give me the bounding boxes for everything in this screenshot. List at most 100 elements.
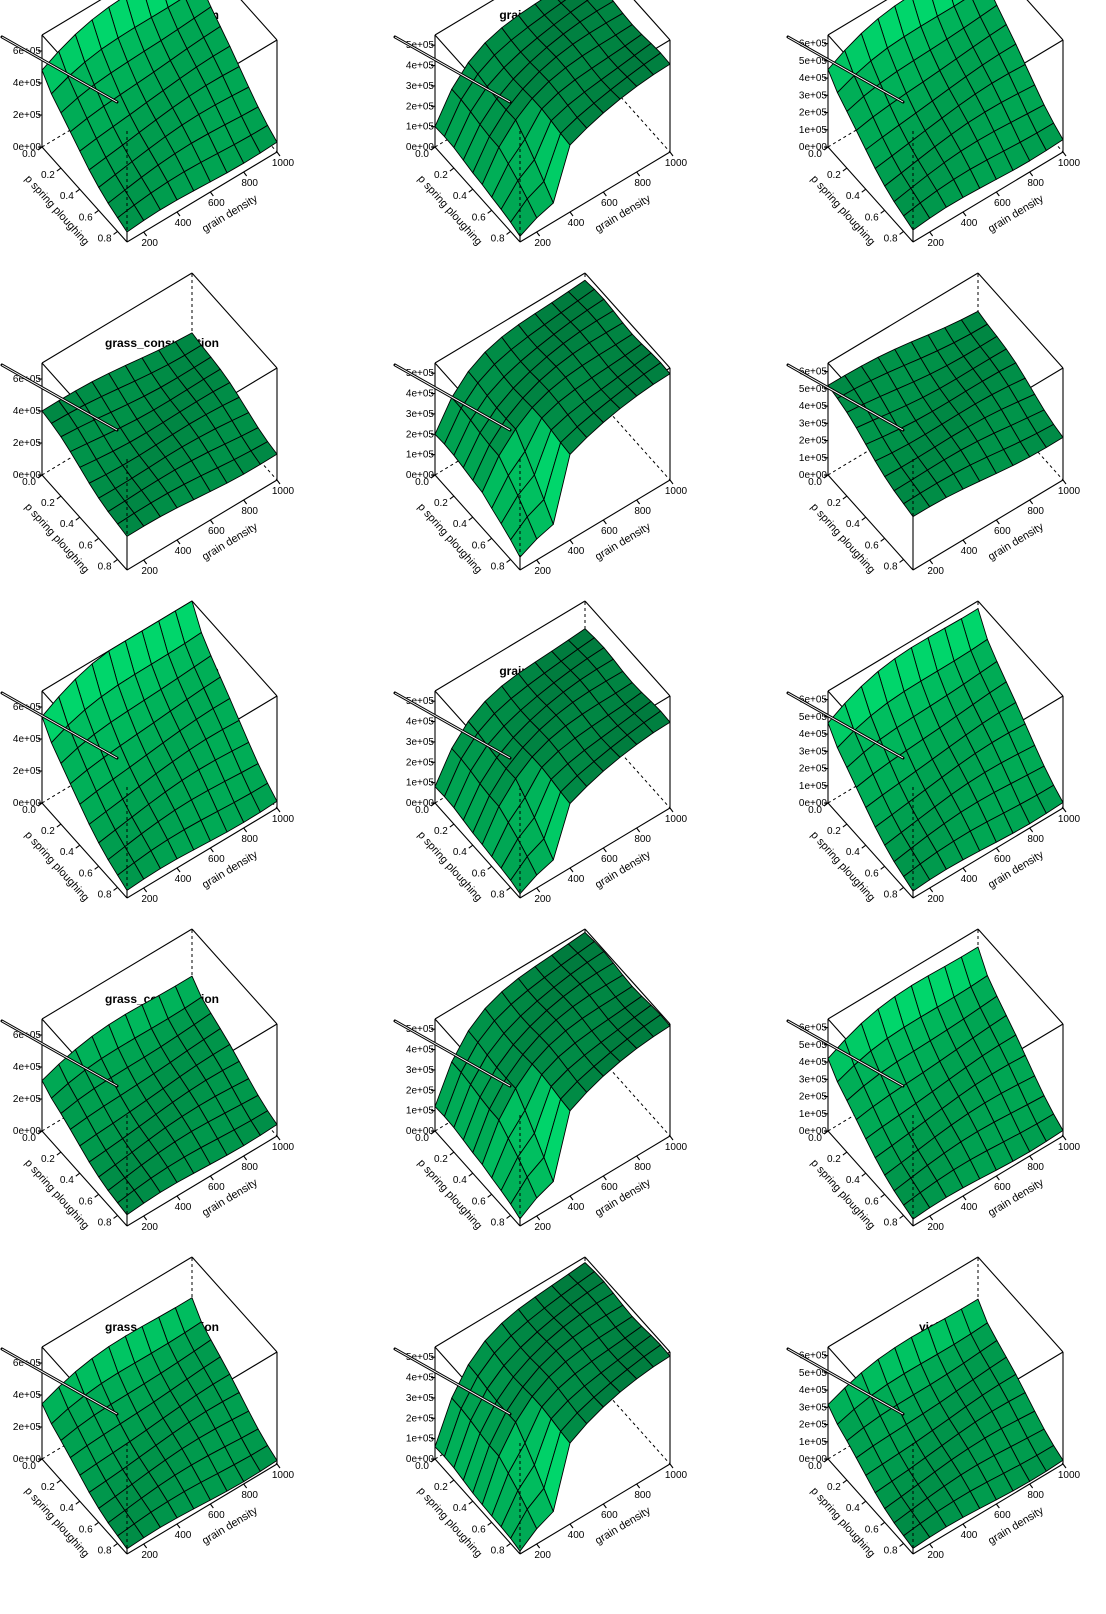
box-edge (126, 807, 278, 899)
surface-plot-svg: yield_loss0e+001e+052e+053e+054e+055e+05… (786, 928, 1081, 1233)
x-tick-label: 0.6 (472, 540, 486, 551)
surface-facet (117, 204, 145, 233)
x-tick-label: 0.0 (415, 1461, 429, 1472)
y-tick (669, 1463, 674, 1469)
y-tick-label: 200 (141, 566, 158, 577)
x-tick (823, 146, 829, 151)
z-tick-label: 2e+05 (13, 1094, 42, 1105)
x-axis-label: p spring ploughing (415, 829, 484, 904)
y-tick (995, 191, 1000, 197)
z-tick-label: 1e+05 (799, 125, 828, 136)
surface-facet (117, 1523, 145, 1550)
y-tick-label: 800 (241, 506, 258, 517)
y-tick-label: 600 (208, 1182, 225, 1193)
z-tick-label: 4e+05 (799, 401, 828, 412)
surface-plot-svg: yield_loss0e+001e+052e+053e+054e+055e+05… (786, 600, 1081, 905)
box-edge (519, 479, 671, 571)
x-tick (37, 474, 43, 479)
x-tick-label: 0.6 (472, 1196, 486, 1207)
x-tick (75, 844, 81, 849)
surface-plot-panel: grain_consumption0e+001e+052e+053e+054e+… (393, 0, 755, 302)
box-edge (434, 146, 521, 243)
box-edge (584, 272, 671, 369)
x-tick (94, 537, 99, 542)
box-edge (912, 151, 1064, 243)
z-tick-label: 3e+05 (406, 1065, 435, 1076)
z-tick-label: 5e+05 (799, 1040, 828, 1051)
z-tick-label: 1e+05 (799, 781, 828, 792)
y-tick-label: 400 (568, 1202, 585, 1213)
z-tick-label: 3e+05 (799, 1074, 828, 1085)
z-tick-label: 1e+05 (799, 1437, 828, 1448)
x-tick (861, 1172, 867, 1177)
x-tick (94, 1193, 99, 1198)
box-edge (912, 807, 1064, 899)
y-tick (569, 1195, 574, 1201)
y-tick (176, 867, 181, 873)
view-line-inner (1, 1348, 118, 1415)
box-edge (41, 928, 193, 1020)
surface-facet (903, 863, 931, 892)
y-tick-label: 200 (927, 238, 944, 249)
y-tick-label: 200 (141, 238, 158, 249)
view-line-inner (394, 1020, 511, 1087)
x-tick (468, 516, 474, 521)
x-tick (506, 1215, 511, 1219)
x-tick-label: 0.2 (827, 170, 841, 181)
box-edge (434, 1458, 521, 1555)
y-tick (995, 1175, 1000, 1181)
y-tick (602, 1175, 607, 1181)
x-axis-label: p spring ploughing (808, 173, 877, 248)
z-tick-label: 0e+00 (406, 1126, 435, 1137)
y-tick-label: 1000 (665, 1142, 688, 1153)
y-tick (209, 191, 214, 197)
y-tick-label: 800 (634, 834, 651, 845)
box-edge (41, 474, 128, 571)
surface-facet (117, 862, 145, 891)
y-tick-label: 800 (241, 1490, 258, 1501)
x-tick-label: 0.6 (865, 868, 879, 879)
x-tick-label: 0.4 (453, 519, 467, 530)
z-tick-label: 0e+00 (406, 798, 435, 809)
y-tick-label: 400 (568, 874, 585, 885)
y-tick-label: 1000 (272, 1142, 295, 1153)
x-tick (56, 1479, 62, 1484)
x-tick-label: 0.0 (808, 149, 822, 160)
y-tick (636, 1155, 641, 1161)
y-tick (276, 1463, 281, 1469)
x-tick-label: 0.4 (60, 191, 74, 202)
x-tick (861, 844, 867, 849)
y-tick-label: 800 (241, 834, 258, 845)
z-tick-label: 4e+05 (799, 729, 828, 740)
surface-plot-panel: grass_consumption0e+002e+054e+056e+050.0… (0, 928, 362, 1286)
x-tick-label: 0.8 (491, 1217, 505, 1228)
x-tick-label: 0.4 (846, 519, 860, 530)
surface-plot-panel: grain_consumption0e+001e+052e+053e+054e+… (393, 928, 755, 1286)
z-tick-label: 1e+05 (799, 453, 828, 464)
y-tick (176, 539, 181, 545)
y-tick (962, 1195, 967, 1201)
y-tick (243, 827, 248, 833)
box-edge (434, 928, 586, 1020)
y-tick (243, 1483, 248, 1489)
x-tick (899, 559, 904, 563)
z-tick-label: 1e+05 (406, 122, 435, 133)
y-tick (636, 171, 641, 177)
y-tick (176, 1195, 181, 1201)
y-tick-label: 1000 (272, 814, 295, 825)
x-tick (449, 823, 455, 828)
y-tick-label: 600 (601, 526, 618, 537)
z-tick-label: 1e+05 (406, 450, 435, 461)
x-tick (842, 823, 848, 828)
x-tick (56, 495, 62, 500)
x-tick (880, 865, 885, 870)
y-tick-label: 200 (141, 894, 158, 905)
y-tick (276, 1135, 281, 1141)
z-tick-label: 0e+00 (406, 470, 435, 481)
x-tick-label: 0.6 (865, 212, 879, 223)
x-axis-label: p spring ploughing (415, 501, 484, 576)
y-tick (536, 887, 541, 893)
box-edge (434, 474, 521, 571)
y-tick (1062, 1135, 1067, 1141)
